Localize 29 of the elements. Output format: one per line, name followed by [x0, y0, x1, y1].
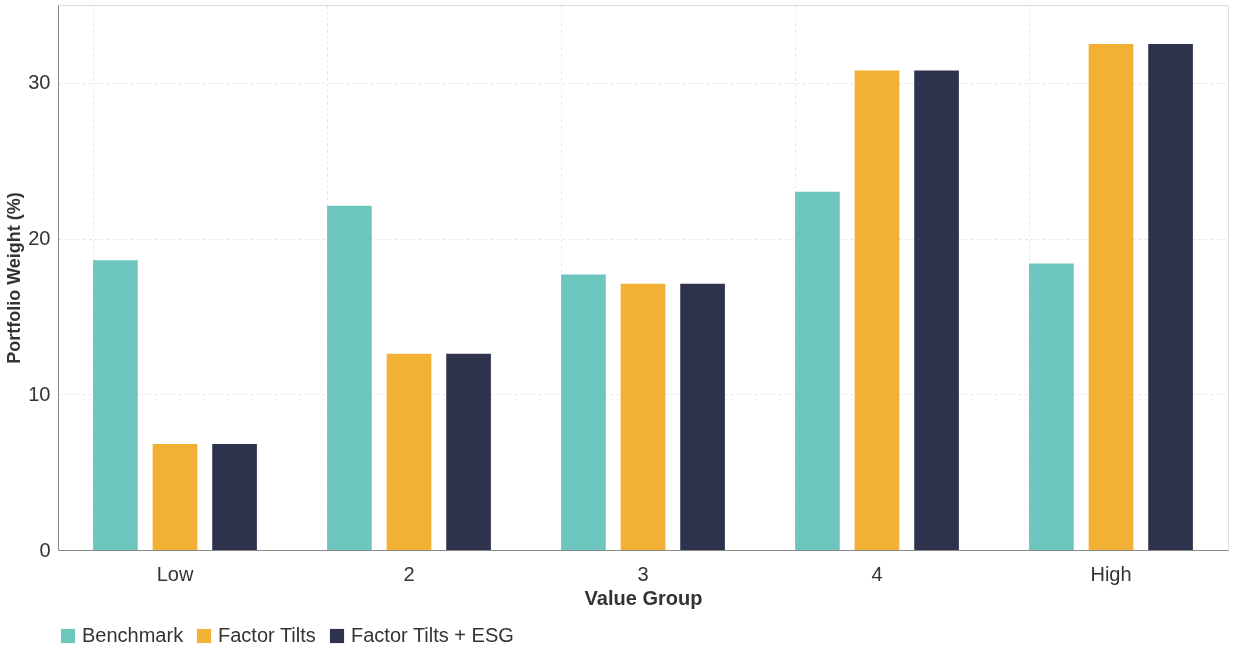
- bar: [1088, 43, 1134, 550]
- bar: [93, 260, 138, 550]
- x-tick-label: 3: [637, 562, 649, 585]
- bar: [561, 274, 606, 550]
- x-tick-label: High: [1090, 562, 1132, 585]
- x-tick-label: Low: [156, 562, 194, 585]
- bar: [680, 283, 725, 550]
- bar: [152, 444, 198, 550]
- y-axis-title: Portfolio Weight (%): [4, 192, 25, 364]
- x-axis-title: Value Group: [584, 586, 703, 609]
- y-tick-label: 20: [28, 227, 51, 250]
- bar: [1148, 43, 1193, 550]
- legend-label: Factor Tilts + ESG: [351, 624, 514, 646]
- y-tick-label: 30: [28, 71, 51, 94]
- legend-label: Factor Tilts: [218, 624, 316, 646]
- x-tick-label: 4: [871, 562, 883, 585]
- y-tick-label: 10: [28, 382, 51, 405]
- bar: [795, 191, 840, 550]
- bar: [854, 70, 900, 550]
- bar: [446, 353, 491, 550]
- bar: [386, 353, 432, 550]
- bar: [620, 283, 666, 550]
- y-tick-label: 0: [39, 538, 51, 561]
- bar: [212, 444, 257, 550]
- legend-label: Benchmark: [82, 624, 185, 646]
- x-tick-label: 2: [403, 562, 415, 585]
- bar: [327, 205, 372, 550]
- bar: [914, 70, 959, 550]
- bar: [1029, 263, 1074, 550]
